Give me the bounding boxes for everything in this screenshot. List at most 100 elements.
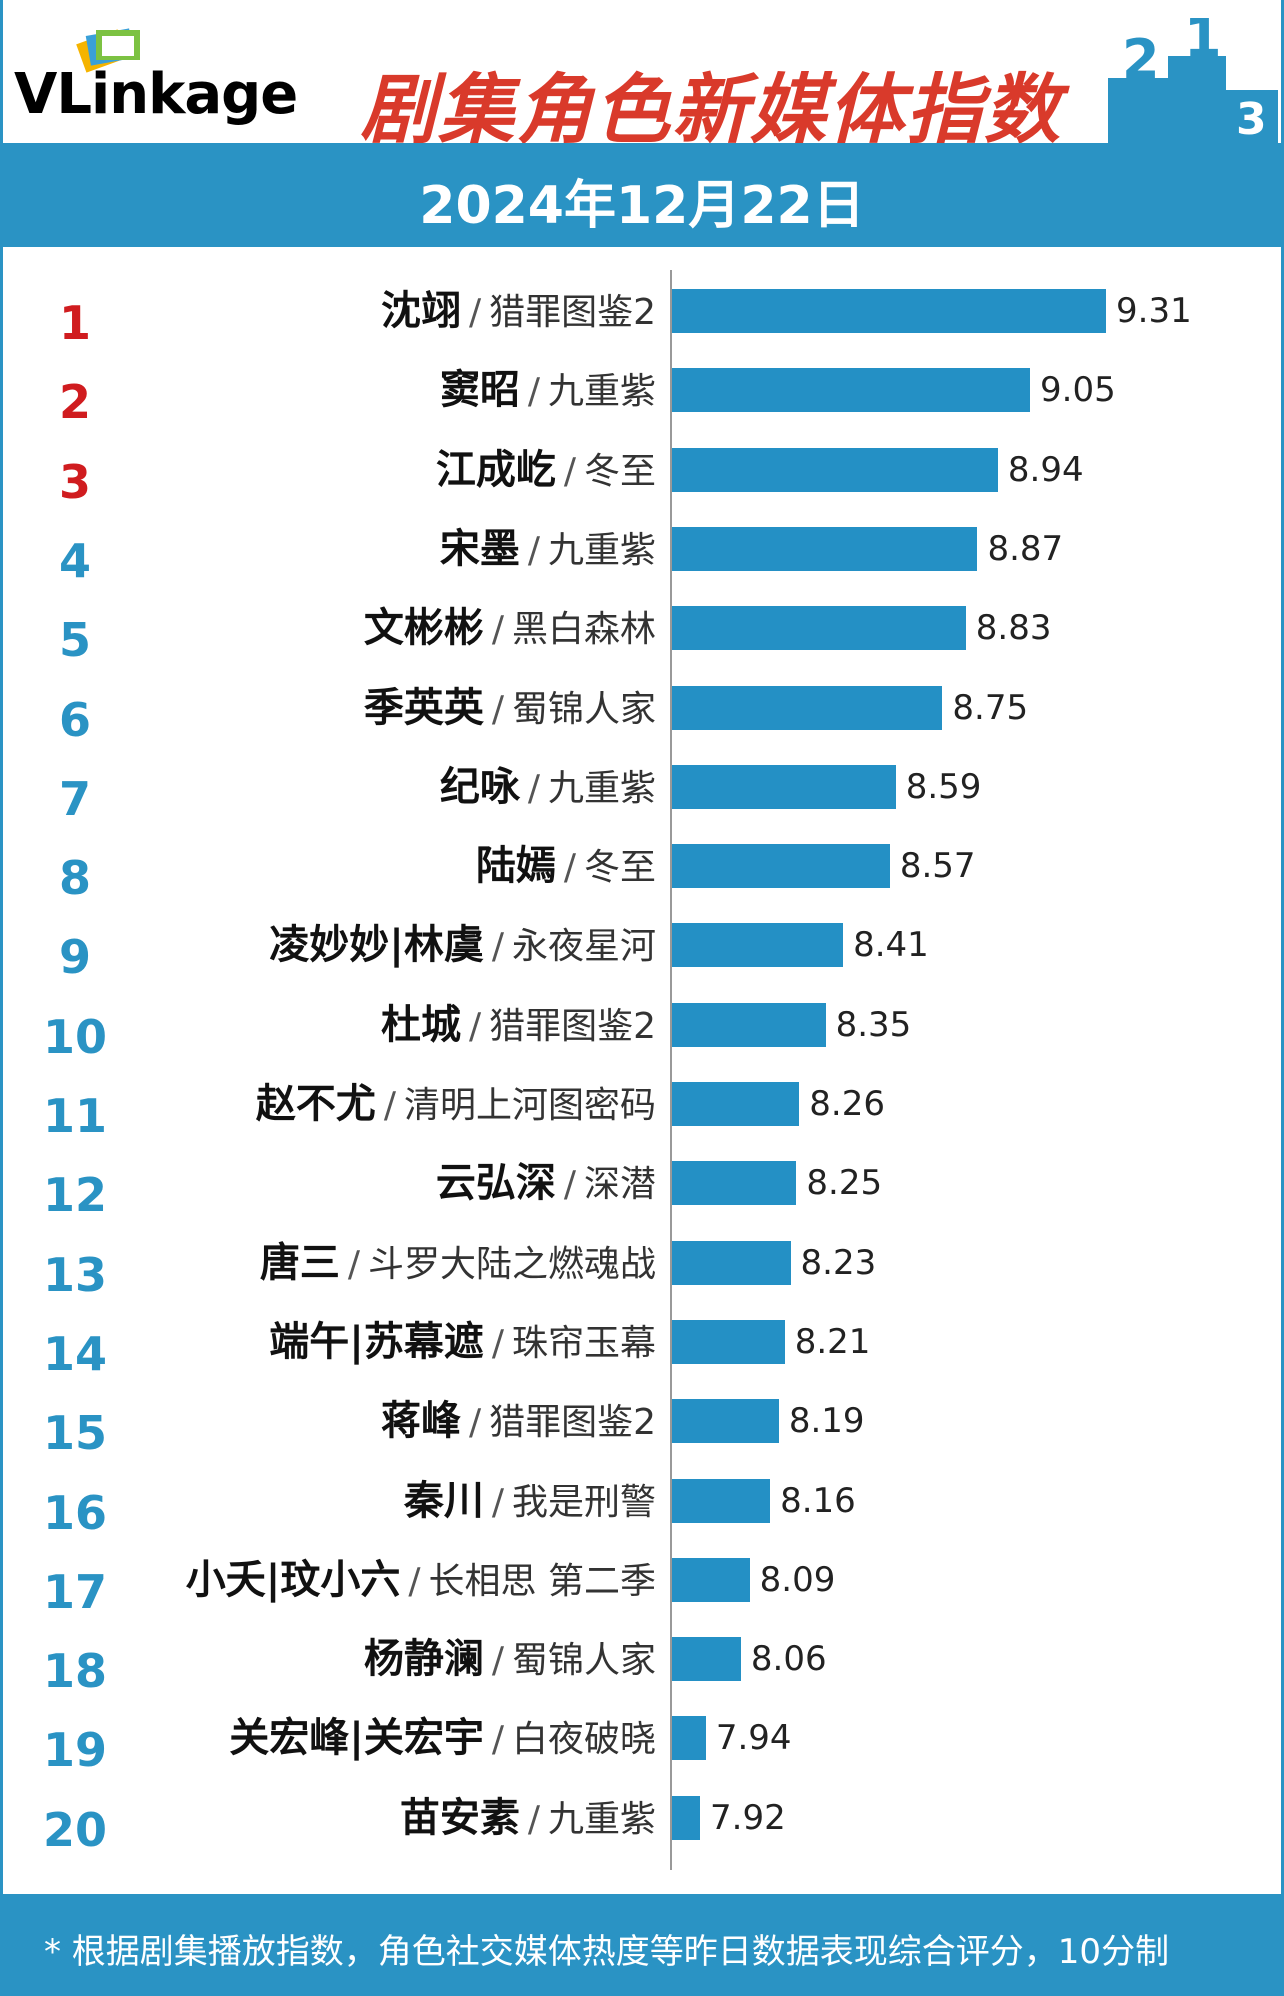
show-title: 清明上河图密码 xyxy=(403,1085,656,1126)
rank-number: 9 xyxy=(58,930,91,985)
value-label: 8.19 xyxy=(788,1401,865,1442)
label-separator: / xyxy=(491,1322,504,1364)
show-title: 猎罪图鉴2 xyxy=(489,292,656,333)
character-name: 赵不尤 xyxy=(255,1081,376,1127)
show-title: 长相思 第二季 xyxy=(428,1560,656,1602)
value-label: 8.21 xyxy=(794,1321,871,1362)
value-label: 7.94 xyxy=(715,1718,792,1759)
value-label: 9.05 xyxy=(1040,370,1116,411)
show-title: 蜀锦人家 xyxy=(511,1640,656,1682)
label-separator: / xyxy=(383,1085,396,1126)
rank-number: 17 xyxy=(42,1564,107,1619)
value-bar xyxy=(672,526,978,571)
value-label: 8.83 xyxy=(975,608,1052,649)
show-title: 九重紫 xyxy=(547,1798,656,1840)
character-name: 端午|苏幕遮 xyxy=(269,1318,484,1365)
row-label: 文彬彬 / 黑白森林 xyxy=(364,598,656,666)
rank-number: 2 xyxy=(58,375,91,430)
rank-number: 8 xyxy=(58,851,91,906)
show-title: 白夜破晓 xyxy=(511,1719,656,1761)
show-title: 黑白森林 xyxy=(511,609,656,651)
value-bar xyxy=(672,1161,797,1206)
character-name: 杜城 xyxy=(380,1001,461,1048)
value-bar xyxy=(672,1716,706,1761)
vlinkage-logo: VLinkage xyxy=(14,22,298,132)
character-name: 秦川 xyxy=(403,1477,484,1524)
character-name: 沈翊 xyxy=(380,288,461,334)
row-label: 关宏峰|关宏宇 / 白夜破晓 xyxy=(229,1708,656,1776)
value-label: 8.75 xyxy=(952,687,1029,728)
character-name: 纪咏 xyxy=(439,763,520,810)
value-bar xyxy=(672,1082,800,1126)
rank-number: 10 xyxy=(42,1009,107,1064)
row-label: 苗安素 / 九重紫 xyxy=(400,1788,656,1856)
show-title: 蜀锦人家 xyxy=(511,688,656,730)
row-label: 秦川 / 我是刑警 xyxy=(404,1471,656,1539)
value-bar xyxy=(672,368,1031,413)
footnote: * 根据剧集播放指数，角色社交媒体热度等昨日数据表现综合评分，10分制 xyxy=(44,1932,1170,1972)
rank-number: 4 xyxy=(58,533,91,588)
label-separator: / xyxy=(408,1560,421,1602)
ranking-chart: 1 沈翊 / 猎罪图鉴2 9.31 2 窦昭 / 九重紫 9.05 3 江成屹 / 冬至 8.94 4 宋墨 / 九… xyxy=(0,270,1284,1880)
label-separator: / xyxy=(491,1719,504,1761)
value-bar xyxy=(672,1557,750,1602)
row-label: 赵不尤 / 清明上河图密码 xyxy=(256,1074,656,1142)
value-bar xyxy=(672,764,896,809)
page-title: 剧集角色新媒体指数 xyxy=(360,65,1062,154)
label-separator: / xyxy=(563,450,576,492)
rank-number: 7 xyxy=(58,771,91,826)
row-label: 蒋峰 / 猎罪图鉴2 xyxy=(381,1391,656,1459)
show-title: 九重紫 xyxy=(547,767,656,809)
row-label: 窦昭 / 九重紫 xyxy=(440,360,656,428)
row-label: 纪咏 / 九重紫 xyxy=(440,757,656,825)
character-name: 小夭|玟小六 xyxy=(185,1556,401,1603)
character-name: 蒋峰 xyxy=(380,1398,461,1445)
label-separator: / xyxy=(563,847,576,889)
rank-number: 15 xyxy=(42,1406,107,1461)
show-title: 珠帘玉幕 xyxy=(511,1322,656,1364)
rank-number: 11 xyxy=(42,1089,107,1143)
value-label: 8.57 xyxy=(899,846,976,887)
show-title: 冬至 xyxy=(583,847,656,889)
row-label: 凌妙妙|林虞 / 永夜星河 xyxy=(269,915,656,983)
value-label: 8.25 xyxy=(806,1163,883,1204)
date-text: 2024年12月22日 xyxy=(419,176,865,236)
value-bar xyxy=(672,1399,779,1444)
show-title: 永夜星河 xyxy=(511,926,656,968)
podium-icon: 2 1 3 xyxy=(1108,18,1278,144)
show-title: 九重紫 xyxy=(547,371,656,413)
value-label: 9.31 xyxy=(1116,291,1192,331)
row-label: 唐三 / 斗罗大陆之燃魂战 xyxy=(260,1233,656,1301)
label-separator: / xyxy=(527,767,540,809)
label-separator: / xyxy=(491,926,504,968)
row-label: 沈翊 / 猎罪图鉴2 xyxy=(381,281,656,349)
svg-text:2: 2 xyxy=(1122,28,1160,91)
row-label: 杨静澜 / 蜀锦人家 xyxy=(364,1629,656,1697)
footer-banner: * 根据剧集播放指数，角色社交媒体热度等昨日数据表现综合评分，10分制 xyxy=(0,1894,1284,1996)
character-name: 江成屹 xyxy=(435,446,556,493)
label-separator: / xyxy=(563,1164,576,1206)
rank-number: 14 xyxy=(42,1326,107,1381)
show-title: 冬至 xyxy=(583,450,656,492)
label-separator: / xyxy=(491,1481,504,1523)
row-label: 季英英 / 蜀锦人家 xyxy=(364,678,656,746)
label-separator: / xyxy=(468,292,482,333)
logo-cards-icon xyxy=(76,28,140,73)
character-name: 文彬彬 xyxy=(363,605,484,652)
label-separator: / xyxy=(527,371,540,413)
value-bar xyxy=(672,447,998,492)
character-name: 窦昭 xyxy=(439,367,520,414)
row-label: 陆嫣 / 冬至 xyxy=(476,836,656,904)
show-title: 猎罪图鉴2 xyxy=(489,1402,656,1444)
rank-number: 16 xyxy=(42,1485,107,1540)
value-bar xyxy=(672,1478,771,1523)
row-label: 江成屹 / 冬至 xyxy=(436,440,656,508)
value-label: 7.92 xyxy=(710,1797,786,1838)
value-label: 8.06 xyxy=(750,1639,827,1680)
row-label: 宋墨 / 九重紫 xyxy=(440,519,656,587)
value-bar xyxy=(672,844,890,889)
value-label: 8.35 xyxy=(835,1004,912,1045)
character-name: 杨静澜 xyxy=(363,1636,484,1683)
show-title: 斗罗大陆之燃魂战 xyxy=(367,1243,656,1285)
